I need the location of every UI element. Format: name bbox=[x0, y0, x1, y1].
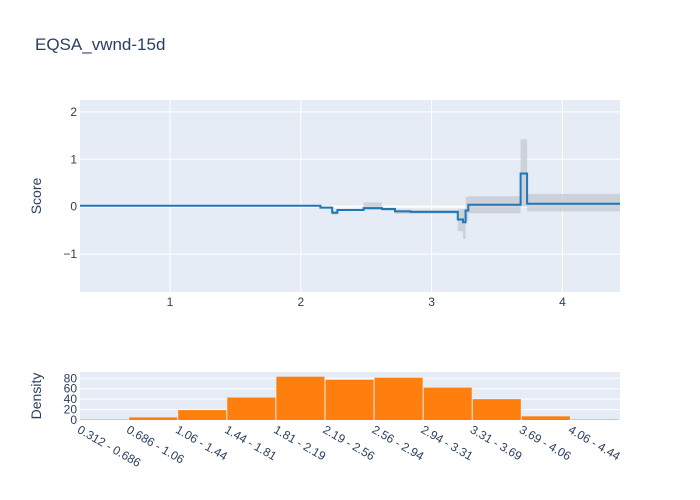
top-x-tick-labels: 1 2 3 4 bbox=[167, 295, 566, 309]
bin-label: 2.56 - 2.94 bbox=[370, 422, 427, 463]
density-bar bbox=[227, 397, 276, 420]
confidence-band bbox=[465, 197, 469, 221]
top-y-tick-label: 0 bbox=[70, 200, 77, 214]
bin-label: 3.31 - 3.69 bbox=[468, 422, 525, 463]
density-bars bbox=[80, 376, 619, 420]
score-line bbox=[80, 172, 620, 224]
score-axis-title: Score bbox=[28, 178, 44, 215]
density-bar bbox=[276, 376, 325, 420]
confidence-band bbox=[527, 193, 620, 212]
top-x-tick-label: 4 bbox=[559, 295, 566, 309]
density-bar bbox=[374, 377, 423, 420]
top-y-tick-label: 2 bbox=[70, 105, 77, 119]
top-y-tick-label: −1 bbox=[63, 247, 77, 261]
density-bar bbox=[423, 387, 472, 420]
bottom-y-tick-label: 40 bbox=[64, 392, 78, 406]
density-bar bbox=[80, 419, 129, 420]
top-y-tick-labels: −1 0 1 2 bbox=[63, 105, 77, 261]
bin-label: 3.69 - 4.06 bbox=[517, 422, 574, 463]
chart-title: EQSA_vwnd-15d bbox=[35, 35, 165, 54]
density-axis-title: Density bbox=[28, 373, 44, 420]
density-bar bbox=[570, 419, 619, 420]
bottom-y-tick-label: 20 bbox=[64, 403, 78, 417]
top-y-tick-label: 1 bbox=[70, 152, 77, 166]
top-x-tick-label: 1 bbox=[167, 295, 174, 309]
bin-label: 1.81 - 2.19 bbox=[271, 422, 328, 463]
confidence-band bbox=[463, 209, 466, 239]
top-x-tick-label: 2 bbox=[297, 295, 304, 309]
bin-label: 1.44 - 1.81 bbox=[222, 422, 279, 463]
bin-label: 4.06 - 4.44 bbox=[566, 422, 623, 463]
density-bar bbox=[325, 379, 374, 420]
confidence-band bbox=[363, 202, 382, 210]
bottom-y-tick-label: 60 bbox=[64, 382, 78, 396]
bottom-y-tick-label: 0 bbox=[70, 413, 77, 427]
top-x-tick-label: 3 bbox=[428, 295, 435, 309]
density-bar bbox=[178, 410, 227, 420]
bin-label: 2.19 - 2.56 bbox=[321, 422, 378, 463]
density-bar bbox=[129, 417, 178, 420]
bottom-y-tick-label: 80 bbox=[64, 371, 78, 385]
density-bar bbox=[521, 416, 570, 420]
bin-label: 2.94 - 3.31 bbox=[419, 422, 476, 463]
density-bar bbox=[472, 399, 521, 420]
